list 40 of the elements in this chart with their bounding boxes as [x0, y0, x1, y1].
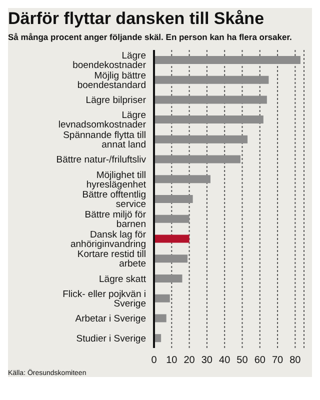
- x-tick-label: 10: [166, 355, 178, 366]
- x-tick-label: 50: [236, 355, 248, 366]
- bar: [154, 195, 193, 204]
- chart-subtitle: Så många procent anger följande skäl. En person kan ha flera orsaker.: [8, 31, 293, 44]
- x-tick-label: 80: [290, 355, 302, 366]
- y-tick-label: Bättre miljö för barnen: [84, 209, 146, 230]
- bar: [154, 175, 210, 184]
- y-tick-label: Lägre skatt: [99, 274, 146, 285]
- y-tick-label: Möjlighet till hyreslägenhet: [86, 170, 146, 190]
- y-tick-label: Lägre boendekostnader: [72, 50, 146, 72]
- y-tick-label: Dansk lag för anhöriginvandring: [70, 229, 146, 250]
- x-tick-label: 40: [219, 355, 231, 366]
- bar: [154, 254, 188, 263]
- bar: [154, 116, 264, 124]
- bar: [154, 76, 269, 84]
- y-tick-label: Kortare restid till arbete: [77, 249, 146, 270]
- y-tick-label: Spännande flytta till annat land: [63, 130, 146, 151]
- bar: [154, 135, 248, 144]
- x-tick-label: 70: [272, 355, 284, 366]
- bar: [154, 314, 166, 322]
- y-tick-label: Flick- eller pojkvän i Sverige: [62, 288, 146, 310]
- y-tick-label: Lägre levnadsomkostnader: [58, 110, 146, 131]
- y-tick-label: Arbetar i Sverige: [75, 314, 146, 325]
- bar: [154, 234, 190, 243]
- chart-title: Därför flyttar dansken till Skåne: [8, 8, 266, 30]
- bar: [154, 96, 267, 104]
- x-tick-label: 30: [201, 355, 213, 366]
- x-tick-label: 20: [184, 355, 196, 366]
- bar: [154, 214, 190, 223]
- y-tick-label: Lägre bilpriser: [86, 95, 146, 106]
- bar: [154, 155, 240, 164]
- bar: [154, 56, 300, 64]
- bar: [154, 274, 182, 282]
- y-tick-label: Studier i Sverige: [76, 333, 146, 344]
- y-tick-label: Möjlig bättre boendestandard: [77, 70, 146, 91]
- x-tick-label: 60: [254, 355, 266, 366]
- x-tick-label: 0: [151, 355, 158, 366]
- bar: [154, 294, 170, 302]
- y-tick-label: Bättre natur-/friluftsliv: [56, 154, 146, 166]
- y-tick-label: Bättre offtentlig service: [82, 190, 146, 210]
